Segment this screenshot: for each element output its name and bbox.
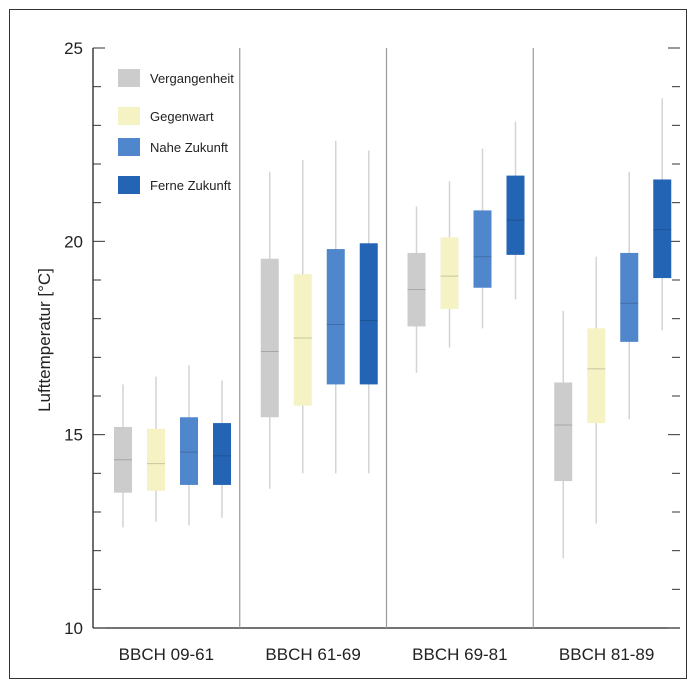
- box: [147, 428, 165, 491]
- box: [326, 249, 345, 385]
- x-tick-label: BBCH 61-69: [265, 645, 360, 664]
- box-group: [114, 384, 132, 528]
- box-group: [473, 148, 492, 329]
- box: [554, 382, 573, 482]
- box-group: [506, 121, 525, 300]
- boxes: [114, 98, 672, 559]
- box-group: [620, 171, 639, 420]
- legend-label: Ferne Zukunft: [150, 178, 231, 193]
- box: [653, 179, 672, 279]
- box: [260, 258, 279, 418]
- legend-label: Vergangenheit: [150, 71, 234, 86]
- x-tick-label: BBCH 69-81: [412, 645, 507, 664]
- box: [407, 252, 426, 327]
- box-group: [180, 365, 198, 526]
- box: [114, 426, 132, 493]
- legend-label: Gegenwart: [150, 109, 214, 124]
- box-group: [293, 160, 312, 474]
- box-group: [359, 150, 378, 474]
- box: [180, 417, 198, 485]
- box-group: [326, 140, 345, 474]
- legend-swatch: [118, 138, 140, 156]
- box-group: [587, 256, 606, 524]
- box-group: [653, 98, 672, 331]
- box-group: [213, 380, 231, 518]
- y-tick-label: 15: [64, 426, 83, 445]
- x-tick-label: BBCH 81-89: [559, 645, 654, 664]
- box: [473, 210, 492, 288]
- box-group: [554, 310, 573, 559]
- box: [587, 328, 606, 424]
- axes: 10 15 20 25 BBCH 09-61 BBCH 61-69 BBCH 69-81 BB…: [64, 39, 680, 664]
- box-group: [407, 206, 426, 373]
- box-group: [147, 376, 165, 522]
- box: [440, 237, 459, 309]
- box-group: [260, 171, 279, 489]
- y-tick-label: 25: [64, 39, 83, 58]
- legend-label: Nahe Zukunft: [150, 140, 228, 155]
- box: [506, 175, 525, 255]
- legend-swatch: [118, 107, 140, 125]
- box: [620, 252, 639, 342]
- category-dividers: [239, 48, 534, 628]
- y-axis-label: Lufttemperatur [°C]: [35, 268, 54, 412]
- box: [293, 274, 312, 406]
- legend-swatch: [118, 176, 140, 194]
- x-tick-label: BBCH 09-61: [119, 645, 214, 664]
- legend: Vergangenheit Gegenwart Nahe Zukunft Ferne …: [118, 69, 234, 194]
- y-tick-label: 10: [64, 619, 83, 638]
- y-tick-label: 20: [64, 232, 83, 251]
- box-group: [440, 181, 459, 348]
- legend-swatch: [118, 69, 140, 87]
- box: [213, 423, 231, 485]
- box: [359, 243, 378, 385]
